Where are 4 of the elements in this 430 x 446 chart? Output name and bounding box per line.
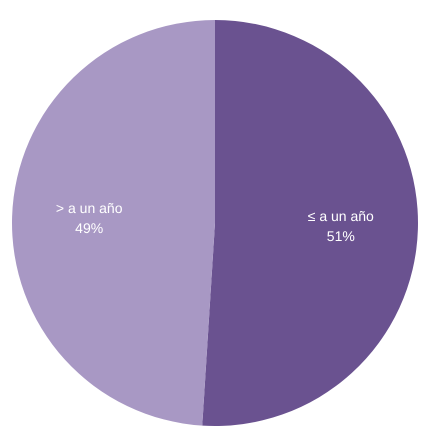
slice-label: ≤ a un año (308, 208, 374, 224)
slice-label: > a un año (56, 200, 123, 216)
data-label: 49% (75, 220, 104, 236)
data-label: 51% (326, 228, 355, 244)
